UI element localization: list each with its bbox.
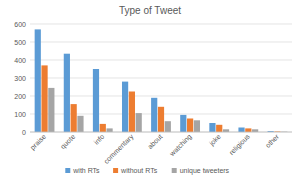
x-tick-label: joke <box>207 133 223 149</box>
bar <box>77 116 83 132</box>
bar <box>35 29 41 132</box>
x-tick-label: other <box>264 132 281 149</box>
bar <box>209 123 215 132</box>
x-tick-label: info <box>93 133 106 146</box>
bar <box>93 69 99 132</box>
x-tick-label: watching <box>168 133 194 159</box>
legend-label: unique tweeters <box>180 167 230 175</box>
x-tick-label: quote <box>59 133 77 151</box>
bar <box>165 121 171 132</box>
x-tick-label: about <box>146 133 163 150</box>
y-tick-label: 600 <box>14 21 26 28</box>
y-tick-label: 300 <box>14 75 26 82</box>
y-tick-label: 100 <box>14 111 26 118</box>
bar <box>223 129 229 132</box>
grid-line <box>30 24 292 25</box>
bars <box>35 29 288 132</box>
bar <box>129 92 135 133</box>
bar <box>64 54 70 132</box>
bar <box>216 125 222 132</box>
bar <box>245 128 251 132</box>
y-tick-label: 400 <box>14 57 26 64</box>
bar <box>158 107 164 132</box>
chart: Type of Tweet 0 100 200 300 400 500 600 praise qu… <box>0 0 300 179</box>
bar <box>187 119 193 133</box>
grid-line <box>30 132 292 133</box>
bar <box>100 124 106 132</box>
x-tick-label: praise <box>29 133 48 152</box>
bar <box>106 128 112 132</box>
grid-line <box>30 42 292 43</box>
bar <box>71 104 77 132</box>
x-tick-label: religious <box>228 132 252 156</box>
bar <box>41 65 47 132</box>
x-tick-label: commentary <box>102 132 135 165</box>
legend-label: with RTs <box>72 167 100 174</box>
bar <box>48 88 54 132</box>
y-tick-label: 200 <box>14 93 26 100</box>
bar <box>238 128 244 133</box>
background <box>0 0 300 179</box>
bar <box>151 98 157 132</box>
legend-swatch <box>65 168 70 173</box>
bar <box>180 115 186 132</box>
legend-label: without RTs <box>120 167 158 174</box>
y-tick-label: 500 <box>14 39 26 46</box>
x-axis <box>30 132 292 133</box>
title: Type of Tweet <box>119 5 181 16</box>
y-tick-label: 0 <box>22 129 26 136</box>
bar <box>194 120 200 132</box>
legend-swatch <box>172 168 177 173</box>
legend-swatch <box>113 168 118 173</box>
bar <box>122 82 128 132</box>
bar <box>136 113 142 132</box>
bar <box>252 129 258 132</box>
